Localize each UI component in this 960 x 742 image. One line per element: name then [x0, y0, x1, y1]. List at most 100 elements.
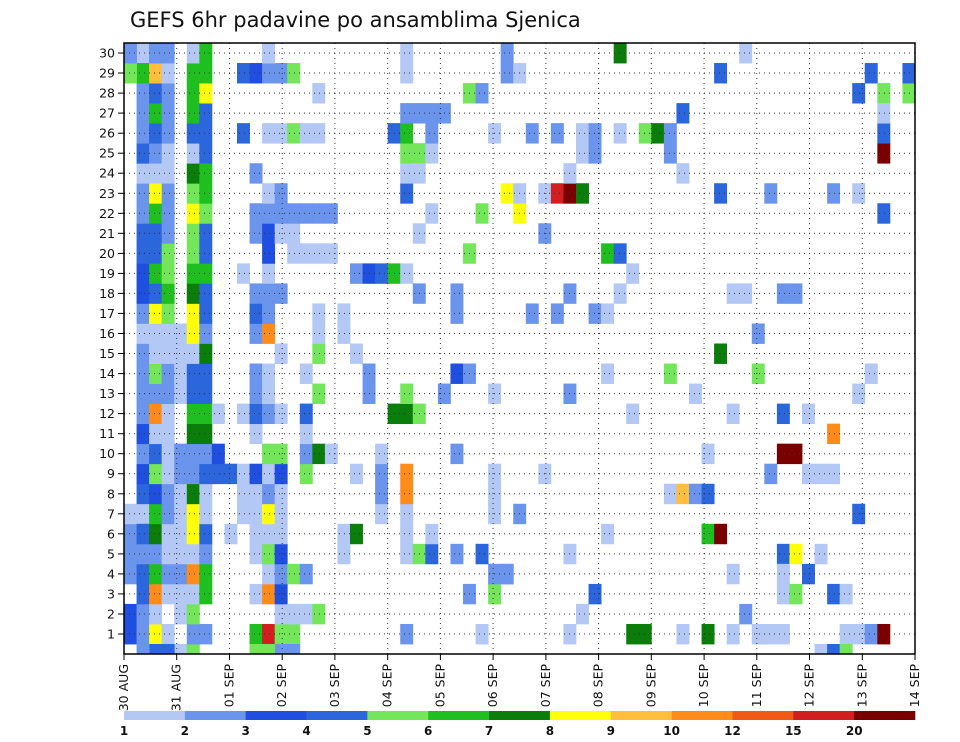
cell [350, 523, 363, 545]
cell [274, 123, 288, 144]
y-tick-label: 25 [99, 146, 115, 161]
cell [174, 463, 188, 485]
cell [789, 443, 803, 465]
cell [701, 443, 715, 465]
x-tick-label: 08 SEP [591, 664, 606, 708]
cell [714, 343, 728, 364]
cell [186, 463, 200, 485]
cell [149, 263, 163, 284]
cell [262, 463, 276, 485]
cell [450, 443, 464, 465]
cell [199, 443, 213, 465]
cell [714, 183, 728, 204]
cell [124, 523, 137, 545]
y-tick-label: 19 [99, 266, 115, 281]
cell [274, 463, 288, 485]
cell [802, 463, 815, 485]
cell [199, 423, 213, 445]
cell [274, 603, 288, 625]
cell [149, 303, 163, 324]
cell [136, 523, 150, 545]
y-tick-label: 28 [99, 86, 115, 101]
cell [299, 563, 313, 585]
cell [312, 383, 326, 404]
cell [400, 163, 414, 184]
cell [676, 103, 690, 124]
cell [199, 503, 213, 525]
cell [186, 583, 200, 605]
cell [601, 363, 615, 384]
cell [161, 383, 175, 404]
cell [199, 363, 213, 384]
cell [161, 543, 175, 565]
cell [262, 443, 276, 465]
cell [237, 63, 250, 84]
cell [186, 63, 200, 84]
cell [764, 183, 778, 204]
cell [149, 644, 163, 655]
cell [136, 503, 150, 525]
cell [312, 123, 326, 144]
cell [224, 463, 238, 485]
colorbar-label: 6 [424, 724, 432, 738]
cell [199, 323, 213, 344]
cell [161, 503, 175, 525]
cell [136, 43, 150, 64]
cell [714, 63, 728, 84]
cell [211, 403, 225, 425]
cell [751, 623, 765, 645]
cell [174, 343, 188, 364]
cell [124, 503, 137, 525]
cell [287, 123, 301, 144]
cell [274, 543, 288, 565]
cell [136, 243, 150, 264]
cell [262, 43, 276, 64]
cell [827, 644, 841, 655]
cell [312, 83, 326, 104]
y-tick-label: 15 [99, 346, 115, 361]
cell [237, 263, 250, 284]
cell [199, 343, 213, 364]
cell [186, 283, 200, 304]
cell [312, 343, 326, 364]
cell [161, 103, 175, 124]
cell [136, 123, 150, 144]
cell [249, 543, 263, 565]
cell [274, 644, 288, 655]
colorbar-swatch [367, 711, 429, 720]
cell [161, 123, 175, 144]
cell [136, 283, 150, 304]
cell [149, 483, 163, 505]
y-tick-label: 29 [99, 66, 115, 81]
cell [789, 283, 803, 304]
cell [149, 383, 163, 404]
cell [136, 223, 150, 244]
x-tick-label: 03 SEP [327, 664, 342, 708]
colorbar-label: 4 [302, 724, 310, 738]
cell [776, 403, 790, 425]
cell [299, 363, 313, 384]
colorbar-swatch [793, 711, 855, 720]
cell [751, 323, 765, 344]
cell [500, 63, 514, 84]
y-tick-label: 7 [107, 506, 115, 521]
cell [262, 303, 276, 324]
cell [262, 623, 276, 645]
cell [877, 203, 891, 224]
cell [199, 543, 213, 565]
colorbar-swatch [184, 711, 246, 720]
cell [262, 403, 276, 425]
cell [651, 123, 665, 144]
cell [701, 523, 715, 545]
cell [199, 163, 213, 184]
cell [776, 563, 790, 585]
cell [274, 483, 288, 505]
cell [626, 403, 640, 425]
cell [827, 423, 841, 445]
cell [262, 123, 276, 144]
colorbar-label: 20 [846, 724, 863, 738]
cell [262, 323, 276, 344]
cell [689, 483, 702, 505]
cell [262, 203, 276, 224]
colorbar-label: 5 [363, 724, 371, 738]
